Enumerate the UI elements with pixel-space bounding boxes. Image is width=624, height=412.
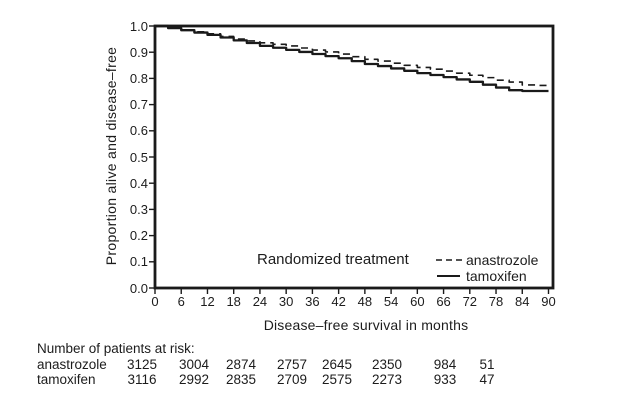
x-tick-label: 54 bbox=[383, 294, 399, 309]
risk-count: 3125 bbox=[126, 357, 158, 372]
x-tick-label: 0 bbox=[151, 294, 159, 309]
x-tick-label: 36 bbox=[305, 294, 320, 309]
x-tick-label: 18 bbox=[226, 294, 241, 309]
risk-count: 2350 bbox=[371, 357, 403, 372]
y-tick-label: 0.6 bbox=[129, 123, 148, 139]
y-tick-label: 0.2 bbox=[129, 228, 148, 244]
x-tick-label: 12 bbox=[200, 294, 215, 309]
legend: anastrozole tamoxifen bbox=[436, 252, 538, 284]
y-tick-label: 0.8 bbox=[129, 70, 148, 86]
y-tick-label: 0.5 bbox=[129, 149, 148, 165]
legend-item-anastrozole: anastrozole bbox=[436, 252, 538, 268]
risk-row-label-anastrozole: anastrozole bbox=[37, 357, 107, 372]
x-tick-label: 84 bbox=[515, 294, 530, 309]
plot-border bbox=[153, 24, 555, 290]
x-tick-label: 72 bbox=[462, 294, 478, 309]
risk-table-title: Number of patients at risk: bbox=[37, 341, 195, 356]
risk-count: 2835 bbox=[225, 372, 257, 387]
legend-line-solid-icon bbox=[437, 275, 460, 277]
risk-count: 2874 bbox=[225, 357, 257, 372]
x-tick-label: 24 bbox=[252, 294, 268, 309]
risk-count: 2992 bbox=[178, 372, 210, 387]
x-tick-label: 48 bbox=[357, 294, 373, 309]
x-tick-label: 66 bbox=[436, 294, 451, 309]
legend-label-anastrozole: anastrozole bbox=[466, 252, 539, 268]
risk-count: 3116 bbox=[127, 372, 157, 387]
x-tick-label: 90 bbox=[541, 294, 556, 309]
x-tick-label: 60 bbox=[410, 294, 425, 309]
risk-count: 47 bbox=[479, 372, 495, 387]
risk-count: 2757 bbox=[276, 357, 308, 372]
y-tick-label: 0.4 bbox=[129, 175, 148, 191]
legend-item-tamoxifen: tamoxifen bbox=[436, 268, 538, 284]
curve-tamoxifen bbox=[155, 24, 549, 93]
legend-line-dashed-icon bbox=[436, 259, 463, 261]
risk-count: 2645 bbox=[321, 357, 353, 372]
y-tick-label: 0.0 bbox=[129, 280, 148, 296]
y-tick-label: 0.9 bbox=[129, 44, 148, 60]
legend-label-tamoxifen: tamoxifen bbox=[466, 268, 527, 284]
y-tick-label: 0.7 bbox=[129, 97, 148, 113]
risk-count: 933 bbox=[433, 372, 457, 387]
x-tick-label: 30 bbox=[278, 294, 294, 309]
risk-count: 2709 bbox=[276, 372, 308, 387]
risk-count: 984 bbox=[433, 357, 457, 372]
risk-count: 3004 bbox=[178, 357, 210, 372]
y-tick-label: 0.1 bbox=[129, 254, 148, 270]
y-tick-label: 0.3 bbox=[129, 201, 148, 217]
y-tick-label: 1.0 bbox=[129, 18, 148, 34]
legend-title: Randomized treatment bbox=[257, 251, 409, 268]
risk-count: 2273 bbox=[371, 372, 403, 387]
x-tick-label: 6 bbox=[177, 294, 185, 309]
x-axis-title: Disease–free survival in months bbox=[263, 317, 469, 333]
risk-count: 51 bbox=[479, 357, 495, 372]
risk-count: 2575 bbox=[321, 372, 353, 387]
risk-row-label-tamoxifen: tamoxifen bbox=[37, 372, 96, 387]
x-tick-label: 78 bbox=[488, 294, 504, 309]
x-tick-label: 42 bbox=[331, 294, 346, 309]
